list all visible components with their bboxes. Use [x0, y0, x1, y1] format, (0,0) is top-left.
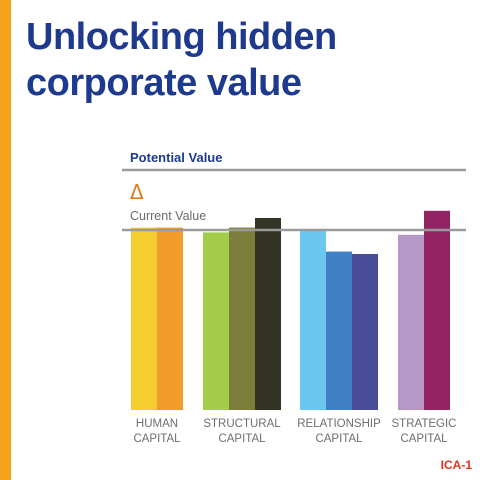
- bar-1-1: [131, 227, 157, 410]
- delta-symbol: Δ: [130, 180, 144, 204]
- bar-3-1: [300, 230, 326, 410]
- slide-tag: ICA-1: [440, 458, 472, 472]
- accent-side-bar: [0, 0, 11, 480]
- bar-2-1: [203, 232, 229, 410]
- group-label-3-line-2: CAPITAL: [315, 433, 363, 445]
- bar-1-2: [157, 227, 183, 410]
- group-label-2-line-1: STRUCTURAL: [203, 418, 281, 430]
- bar-2-2: [229, 227, 255, 410]
- group-label-2-line-2: CAPITAL: [218, 433, 266, 445]
- current-value-label: Current Value: [130, 209, 206, 223]
- potential-value-label: Potential Value: [130, 150, 222, 165]
- group-label-4-line-1: STRATEGIC: [392, 418, 457, 430]
- group-label-4-line-2: CAPITAL: [400, 433, 448, 445]
- title-line-1: Unlocking hidden: [26, 16, 337, 58]
- bar-4-1: [398, 234, 424, 410]
- bar-3-2: [326, 251, 352, 410]
- bar-2-3: [255, 218, 281, 410]
- group-label-3-line-1: RELATIONSHIP: [297, 418, 381, 430]
- title-line-2: corporate value: [26, 62, 302, 104]
- bar-3-3: [352, 254, 378, 410]
- slide-title: Unlocking hidden corporate value: [26, 14, 466, 106]
- bar-4-2: [424, 210, 450, 410]
- group-label-1-line-1: HUMAN: [136, 418, 178, 430]
- group-label-1-line-2: CAPITAL: [133, 433, 181, 445]
